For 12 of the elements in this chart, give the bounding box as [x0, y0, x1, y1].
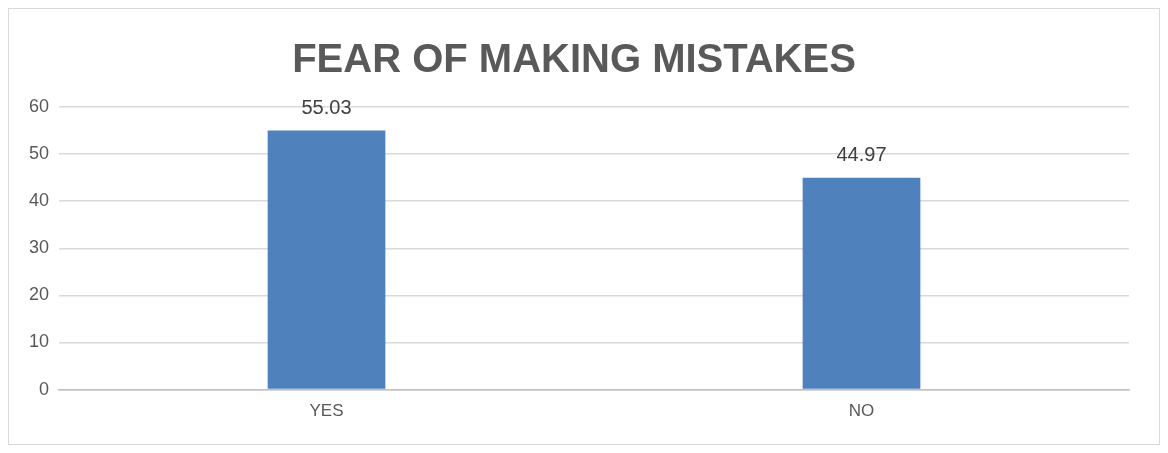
y-tick-label: 30 — [28, 237, 50, 258]
y-tick-label: 0 — [39, 378, 50, 399]
y-tick-label: 10 — [28, 331, 50, 352]
y-tick-label: 40 — [28, 190, 50, 211]
y-tick-label: 20 — [28, 284, 50, 305]
data-label: 55.03 — [301, 95, 352, 118]
chart-title: FEAR OF MAKING MISTAKES — [292, 36, 856, 81]
x-tick-label: NO — [848, 401, 875, 421]
data-label: 44.97 — [836, 143, 887, 166]
y-tick-label: 50 — [28, 143, 50, 164]
y-tick-label: 60 — [28, 95, 50, 116]
x-tick-label: YES — [309, 401, 344, 421]
